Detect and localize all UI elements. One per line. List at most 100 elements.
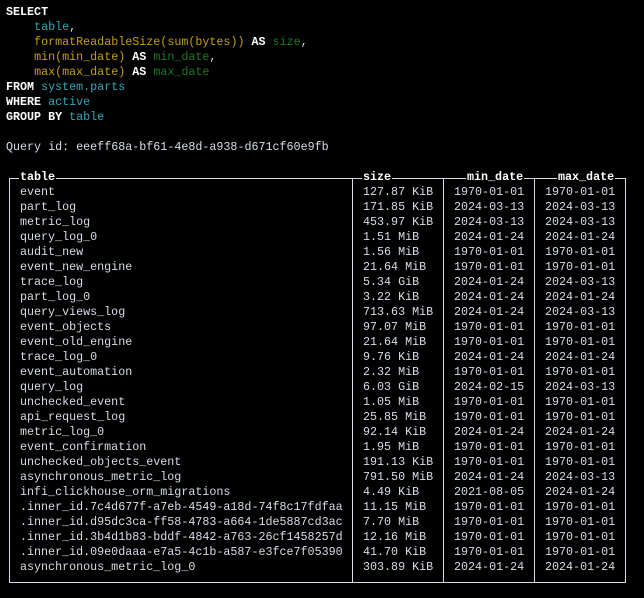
cell-min-date: 2024-03-13 bbox=[454, 215, 525, 229]
cell-table: event_automation bbox=[20, 365, 133, 379]
cell-table: query_views_log bbox=[20, 305, 126, 319]
cell-min-date: 1970-01-01 bbox=[454, 365, 525, 379]
cell-size: 41.70 KiB bbox=[363, 545, 427, 559]
cell-min-date: 1970-01-01 bbox=[454, 320, 525, 334]
result-table-border bbox=[9, 178, 626, 583]
cell-min-date: 1970-01-01 bbox=[454, 455, 525, 469]
cell-size: 21.64 MiB bbox=[363, 335, 427, 349]
cell-size: 303.89 KiB bbox=[363, 560, 434, 574]
cell-table: unchecked_objects_event bbox=[20, 455, 182, 469]
function: formatReadableSize(sum(bytes)) bbox=[34, 35, 245, 49]
cell-table: trace_log bbox=[20, 275, 84, 289]
cell-size: 791.50 MiB bbox=[363, 470, 434, 484]
function: max(max_date) bbox=[34, 65, 126, 79]
cell-table: query_log bbox=[20, 380, 84, 394]
cell-table: api_request_log bbox=[20, 410, 126, 424]
cell-max-date: 1970-01-01 bbox=[545, 395, 616, 409]
sql-line-max: max(max_date) AS max_date bbox=[6, 65, 209, 80]
cell-min-date: 2024-01-24 bbox=[454, 470, 525, 484]
cell-size: 1.51 MiB bbox=[363, 230, 420, 244]
sql-line-where: WHERE active bbox=[6, 95, 90, 110]
cell-max-date: 1970-01-01 bbox=[545, 440, 616, 454]
cell-table: part_log_0 bbox=[20, 290, 91, 304]
cell-table: unchecked_event bbox=[20, 395, 126, 409]
cell-max-date: 2024-03-13 bbox=[545, 200, 616, 214]
cell-min-date: 2024-01-24 bbox=[454, 350, 525, 364]
cell-max-date: 1970-01-01 bbox=[545, 365, 616, 379]
cell-max-date: 2024-01-24 bbox=[545, 485, 616, 499]
cell-size: 11.15 MiB bbox=[363, 500, 427, 514]
header-max-date: max_date bbox=[557, 170, 616, 185]
cell-table: event_old_engine bbox=[20, 335, 133, 349]
cell-size: 25.85 MiB bbox=[363, 410, 427, 424]
cell-table: trace_log_0 bbox=[20, 350, 98, 364]
cell-size: 191.13 KiB bbox=[363, 455, 434, 469]
cell-size: 6.03 GiB bbox=[363, 380, 420, 394]
cell-max-date: 2024-01-24 bbox=[545, 230, 616, 244]
identifier: system.parts bbox=[41, 80, 126, 94]
keyword: FROM bbox=[6, 80, 35, 94]
alias: min_date bbox=[153, 50, 210, 64]
cell-max-date: 2024-03-13 bbox=[545, 215, 616, 229]
cell-min-date: 1970-01-01 bbox=[454, 440, 525, 454]
cell-min-date: 2021-08-05 bbox=[454, 485, 525, 499]
function: min(min_date) bbox=[34, 50, 126, 64]
header-size: size bbox=[362, 170, 393, 185]
cell-table: .inner_id.3b4d1b83-bddf-4842-a763-26cf14… bbox=[20, 530, 343, 544]
cell-max-date: 1970-01-01 bbox=[545, 410, 616, 424]
cell-max-date: 1970-01-01 bbox=[545, 185, 616, 199]
cell-size: 7.70 MiB bbox=[363, 515, 420, 529]
cell-size: 21.64 MiB bbox=[363, 260, 427, 274]
keyword: WHERE bbox=[6, 95, 42, 109]
cell-max-date: 2024-01-24 bbox=[545, 350, 616, 364]
sql-line-table: table, bbox=[34, 20, 77, 34]
cell-table: event_objects bbox=[20, 320, 112, 334]
cell-table: asynchronous_metric_log bbox=[20, 470, 182, 484]
cell-min-date: 2024-01-24 bbox=[454, 305, 525, 319]
identifier: table bbox=[34, 20, 70, 34]
cell-min-date: 2024-01-24 bbox=[454, 290, 525, 304]
cell-table: .inner_id.d95dc3ca-ff58-4783-a664-1de588… bbox=[20, 515, 343, 529]
cell-min-date: 1970-01-01 bbox=[454, 545, 525, 559]
cell-max-date: 1970-01-01 bbox=[545, 530, 616, 544]
cell-max-date: 2024-03-13 bbox=[545, 380, 616, 394]
cell-max-date: 2024-01-24 bbox=[545, 425, 616, 439]
cell-max-date: 1970-01-01 bbox=[545, 545, 616, 559]
cell-size: 4.49 KiB bbox=[363, 485, 420, 499]
cell-size: 127.87 KiB bbox=[363, 185, 434, 199]
cell-min-date: 2024-02-15 bbox=[454, 380, 525, 394]
cell-max-date: 2024-01-24 bbox=[545, 290, 616, 304]
cell-table: asynchronous_metric_log_0 bbox=[20, 560, 196, 574]
cell-min-date: 2024-01-24 bbox=[454, 275, 525, 289]
cell-max-date: 1970-01-01 bbox=[545, 335, 616, 349]
cell-min-date: 1970-01-01 bbox=[454, 185, 525, 199]
cell-table: event bbox=[20, 185, 56, 199]
cell-table: .inner_id.09e0daaa-e7a5-4c1b-a587-e3fce7… bbox=[20, 545, 343, 559]
cell-table: event_new_engine bbox=[20, 260, 133, 274]
cell-size: 5.34 GiB bbox=[363, 275, 420, 289]
keyword: AS bbox=[132, 50, 147, 64]
cell-table: event_confirmation bbox=[20, 440, 147, 454]
sql-line-from: FROM system.parts bbox=[6, 80, 125, 95]
identifier: active bbox=[48, 95, 91, 109]
header-table: table bbox=[19, 170, 57, 185]
keyword: AS bbox=[251, 35, 266, 49]
column-divider bbox=[534, 178, 535, 582]
cell-min-date: 1970-01-01 bbox=[454, 260, 525, 274]
cell-min-date: 1970-01-01 bbox=[454, 530, 525, 544]
cell-size: 1.05 MiB bbox=[363, 395, 420, 409]
cell-table: metric_log_0 bbox=[20, 425, 105, 439]
cell-size: 171.85 KiB bbox=[363, 200, 434, 214]
cell-min-date: 1970-01-01 bbox=[454, 395, 525, 409]
cell-max-date: 1970-01-01 bbox=[545, 515, 616, 529]
cell-max-date: 2024-03-13 bbox=[545, 470, 616, 484]
keyword: SELECT bbox=[6, 5, 49, 19]
cell-max-date: 1970-01-01 bbox=[545, 245, 616, 259]
cell-max-date: 1970-01-01 bbox=[545, 260, 616, 274]
column-divider bbox=[352, 178, 353, 582]
cell-max-date: 1970-01-01 bbox=[545, 500, 616, 514]
alias: size bbox=[272, 35, 301, 49]
cell-table: .inner_id.7c4d677f-a7eb-4549-a18d-74f8c1… bbox=[20, 500, 343, 514]
cell-table: part_log bbox=[20, 200, 77, 214]
cell-size: 12.16 MiB bbox=[363, 530, 427, 544]
